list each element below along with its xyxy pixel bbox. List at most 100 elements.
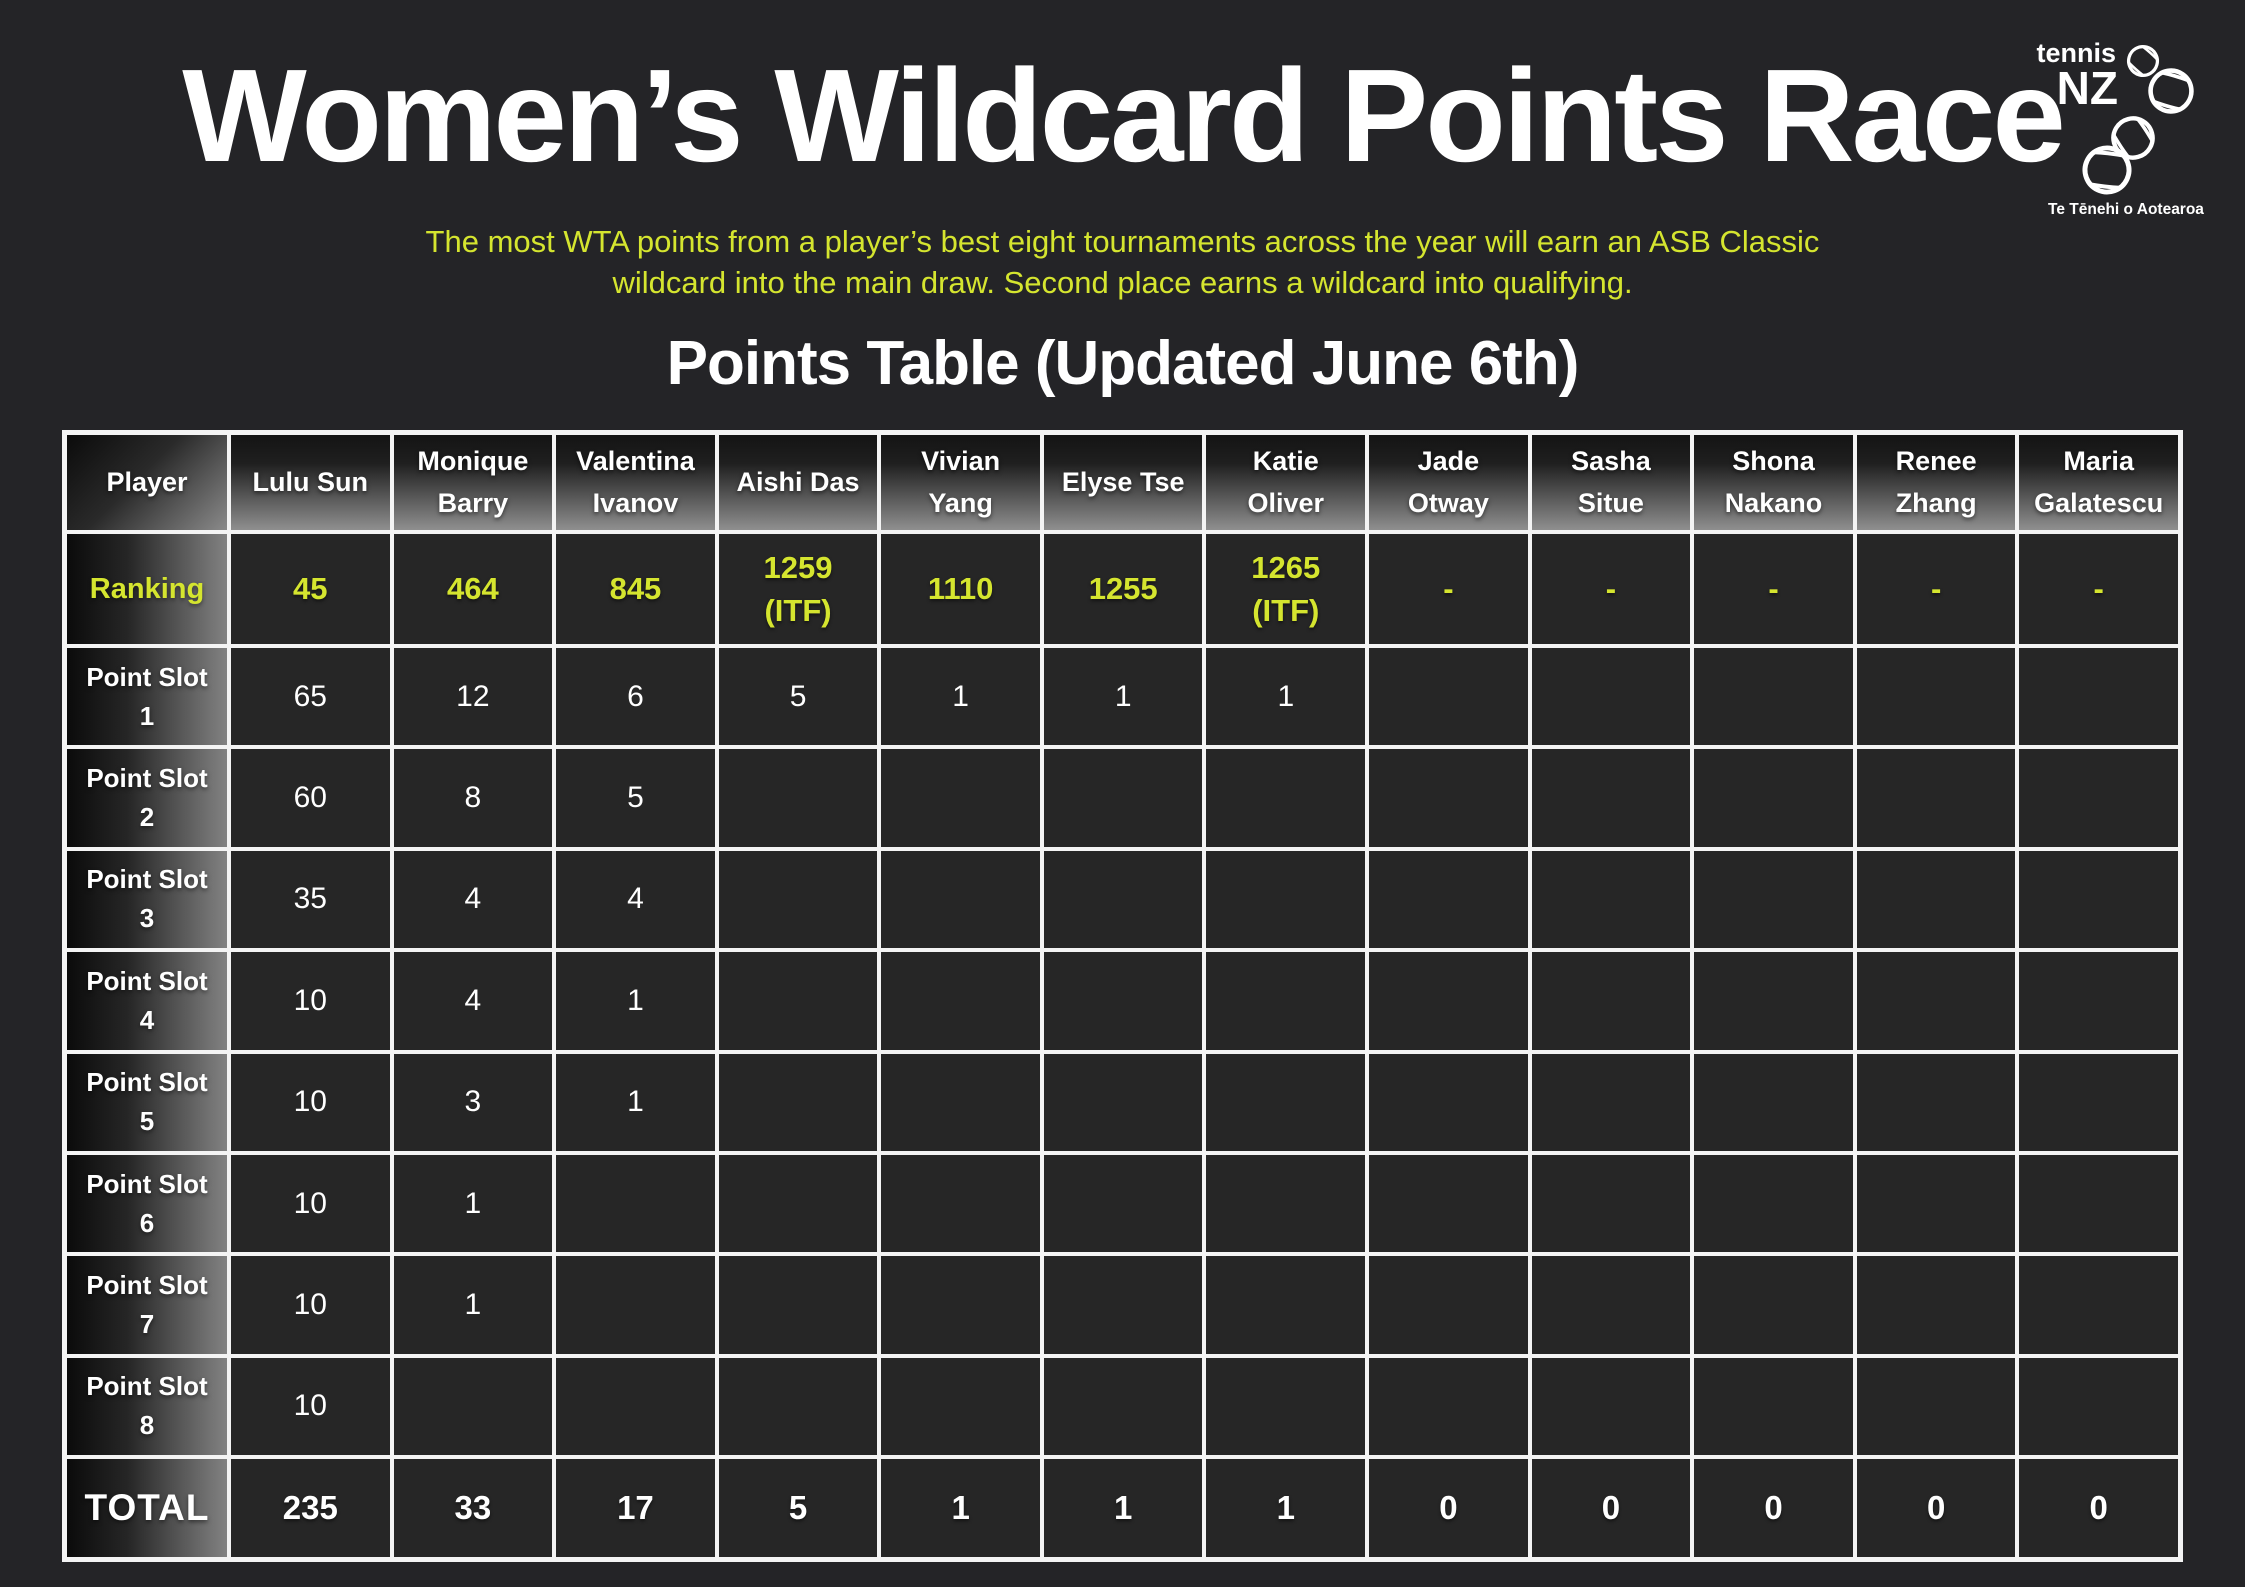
slot-value-cell: 5 xyxy=(718,648,878,746)
total-value-cell: 1 xyxy=(1043,1459,1203,1557)
slot-value-cell xyxy=(1856,1357,2016,1455)
slot-row-label: Point Slot 7 xyxy=(67,1256,227,1354)
slot-value-cell xyxy=(1206,1256,1366,1354)
slot-value-cell xyxy=(718,1154,878,1253)
ranking-value-cell: 1110 xyxy=(881,534,1040,644)
slot-value-cell: 1 xyxy=(1206,648,1366,746)
player-header-cell: Monique Barry xyxy=(393,435,553,530)
slot-value-cell xyxy=(1043,850,1203,949)
slot-value-cell xyxy=(2019,850,2178,949)
slot-row-label: Point Slot 8 xyxy=(67,1357,227,1455)
subtitle-line-2: wildcard into the main draw. Second plac… xyxy=(612,264,1633,300)
slot-row-label: Point Slot 6 xyxy=(67,1154,227,1253)
slot-value-cell xyxy=(556,1154,715,1253)
player-header-cell: Shona Nakano xyxy=(1694,435,1853,530)
slot-row-label: Point Slot 3 xyxy=(67,850,227,949)
total-value-cell: 0 xyxy=(1369,1459,1528,1557)
slot-value-cell xyxy=(1856,850,2016,949)
slot-value-cell xyxy=(881,1357,1040,1455)
total-row-label: TOTAL xyxy=(67,1459,227,1557)
slot-value-cell xyxy=(718,952,878,1050)
slot-value-cell xyxy=(1369,648,1528,746)
ranking-value-cell: 1259 (ITF) xyxy=(718,534,878,644)
slot-value-cell xyxy=(1043,1256,1203,1354)
slot-value-cell xyxy=(1531,850,1691,949)
slot-value-cell xyxy=(1694,952,1853,1050)
slot-value-cell xyxy=(881,1154,1040,1253)
slot-row-label: Point Slot 1 xyxy=(67,648,227,746)
ranking-value-cell: - xyxy=(1856,534,2016,644)
slot-value-cell xyxy=(1206,1357,1366,1455)
slot-value-cell: 4 xyxy=(556,850,715,949)
slot-value-cell xyxy=(1856,1154,2016,1253)
ranking-value-cell: 464 xyxy=(393,534,553,644)
slot-value-cell xyxy=(1694,1053,1853,1151)
slot-value-cell xyxy=(1856,1053,2016,1151)
slot-value-cell xyxy=(1043,1357,1203,1455)
total-value-cell: 1 xyxy=(1206,1459,1366,1557)
slot-value-cell xyxy=(2019,1357,2178,1455)
slot-value-cell xyxy=(393,1357,553,1455)
ranking-value-cell: - xyxy=(1369,534,1528,644)
slot-value-cell: 10 xyxy=(231,952,390,1050)
slot-value-cell: 6 xyxy=(556,648,715,746)
slot-value-cell xyxy=(2019,648,2178,746)
slot-value-cell xyxy=(1206,850,1366,949)
player-header-cell: Lulu Sun xyxy=(231,435,390,530)
slot-value-cell xyxy=(1043,1053,1203,1151)
total-value-cell: 5 xyxy=(718,1459,878,1557)
slot-value-cell xyxy=(1369,1256,1528,1354)
slot-value-cell xyxy=(718,1357,878,1455)
slot-value-cell xyxy=(1694,749,1853,847)
slot-value-cell: 1 xyxy=(881,648,1040,746)
slot-value-cell: 8 xyxy=(393,749,553,847)
tennis-balls-icon: tennis NZ Te Tēnehi o Aotearoa xyxy=(2036,38,2204,218)
slot-value-cell: 1 xyxy=(556,1053,715,1151)
slot-value-cell xyxy=(1531,1154,1691,1253)
slot-value-cell xyxy=(1043,1154,1203,1253)
slot-value-cell xyxy=(718,1053,878,1151)
corner-header-cell: Player xyxy=(67,435,227,530)
player-header-cell: Maria Galatescu xyxy=(2019,435,2178,530)
slot-value-cell xyxy=(1531,749,1691,847)
table-heading: Points Table (Updated June 6th) xyxy=(666,329,1580,398)
slot-value-cell xyxy=(1856,1256,2016,1354)
slot-value-cell xyxy=(1531,1256,1691,1354)
page-title: Women’s Wildcard Points Race xyxy=(182,42,2066,189)
tennis-nz-logo: tennis NZ Te Tēnehi o Aotearoa xyxy=(2021,22,2231,222)
slot-value-cell xyxy=(881,1053,1040,1151)
slot-value-cell xyxy=(1531,1357,1691,1455)
points-table: Player Lulu Sun Monique Barry Valentina Iva… xyxy=(62,430,2183,1562)
slot-value-cell xyxy=(2019,1256,2178,1354)
ranking-value-cell: 1265 (ITF) xyxy=(1206,534,1366,644)
slot-value-cell xyxy=(1531,648,1691,746)
slot-value-cell: 10 xyxy=(231,1053,390,1151)
slot-value-cell: 4 xyxy=(393,952,553,1050)
total-value-cell: 0 xyxy=(1856,1459,2016,1557)
player-header-cell: Aishi Das xyxy=(718,435,878,530)
slot-value-cell: 10 xyxy=(231,1256,390,1354)
slot-value-cell xyxy=(2019,1154,2178,1253)
logo-brand-top: tennis xyxy=(2036,38,2116,68)
slot-value-cell xyxy=(1369,1357,1528,1455)
ranking-row-label: Ranking xyxy=(67,534,227,644)
slot-value-cell: 1 xyxy=(393,1154,553,1253)
slot-value-cell xyxy=(1694,1154,1853,1253)
slot-value-cell xyxy=(1206,1154,1366,1253)
slot-value-cell xyxy=(718,850,878,949)
slot-value-cell xyxy=(1856,749,2016,847)
player-header-cell: Elyse Tse xyxy=(1043,435,1203,530)
player-header-cell: Renee Zhang xyxy=(1856,435,2016,530)
slot-value-cell xyxy=(1369,952,1528,1050)
slot-value-cell xyxy=(1531,952,1691,1050)
slot-value-cell xyxy=(1694,1357,1853,1455)
slot-value-cell: 12 xyxy=(393,648,553,746)
slot-value-cell: 1 xyxy=(393,1256,553,1354)
ranking-value-cell: 45 xyxy=(231,534,390,644)
ranking-value-cell: - xyxy=(2019,534,2178,644)
logo-brand-main: NZ xyxy=(2057,62,2118,114)
total-value-cell: 0 xyxy=(2019,1459,2178,1557)
player-header-cell: Katie Oliver xyxy=(1206,435,1366,530)
slot-value-cell xyxy=(556,1256,715,1354)
